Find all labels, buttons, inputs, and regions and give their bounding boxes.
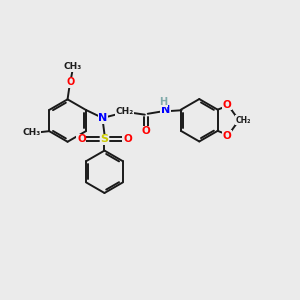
Text: O: O <box>223 100 232 110</box>
Text: O: O <box>77 134 86 144</box>
Text: O: O <box>142 126 151 136</box>
Text: CH₂: CH₂ <box>115 107 133 116</box>
Text: N: N <box>98 113 108 123</box>
Text: O: O <box>223 131 232 141</box>
Text: O: O <box>67 77 75 87</box>
Text: H: H <box>159 97 167 107</box>
Text: O: O <box>123 134 132 144</box>
Text: CH₃: CH₃ <box>63 62 82 71</box>
Text: CH₂: CH₂ <box>236 116 251 125</box>
Text: S: S <box>100 134 109 144</box>
Text: CH₃: CH₃ <box>22 128 41 137</box>
Text: N: N <box>161 105 170 115</box>
